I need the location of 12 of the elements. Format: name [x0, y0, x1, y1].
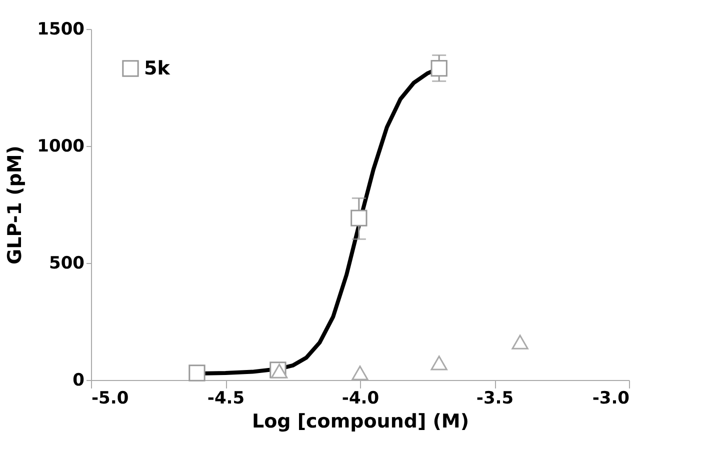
y-axis-title: GLP-1 (pM)	[4, 146, 26, 264]
y-tick-label: 1000	[37, 136, 85, 156]
x-axis-title: Log [compound] (M)	[252, 410, 470, 432]
y-tick-label: 1500	[37, 20, 85, 40]
legend-label: 5k	[144, 58, 170, 80]
y-tick-label: 0	[72, 370, 85, 390]
x-tick-label: -4.0	[342, 388, 380, 408]
y-tick-label: 500	[49, 254, 85, 274]
x-tick-label: -3.0	[592, 388, 630, 408]
x-tick-label: -5.0	[92, 388, 129, 408]
x-tick-label: -3.5	[476, 388, 514, 408]
x-tick-label: -4.5	[207, 388, 245, 408]
